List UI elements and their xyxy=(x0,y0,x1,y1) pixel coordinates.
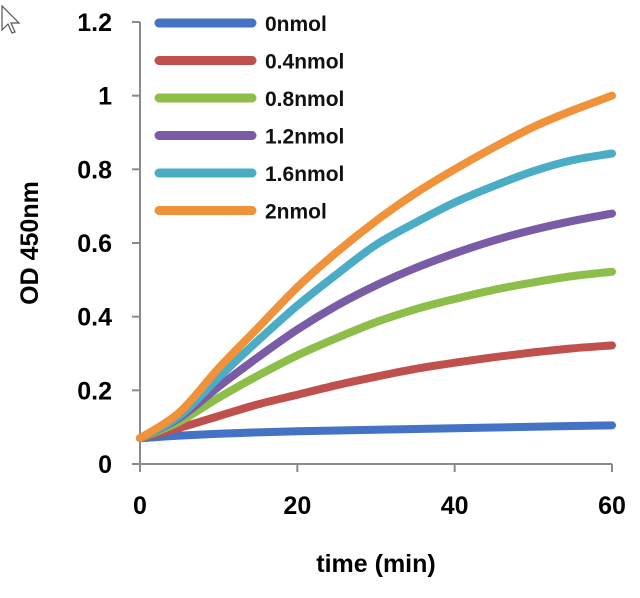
legend-label-5: 2nmol xyxy=(265,201,327,224)
x-ticks: 0 20 40 60 xyxy=(133,464,626,520)
series-line-3 xyxy=(136,209,616,443)
y-tick-label: 1 xyxy=(98,83,112,111)
y-ticks: 0 0.2 0.4 0.6 0.8 1 1.2 xyxy=(77,9,140,479)
legend-label-1: 0.4nmol xyxy=(265,51,344,74)
y-tick-label: 1.2 xyxy=(77,9,112,37)
mouse-cursor-icon xyxy=(1,4,21,34)
y-tick-label: 0.4 xyxy=(77,304,112,332)
legend-label-0: 0nmol xyxy=(265,13,327,36)
y-tick-label: 0.2 xyxy=(77,377,112,405)
series-line-0 xyxy=(136,421,616,443)
x-tick-label: 60 xyxy=(598,492,626,520)
y-tick-label: 0.8 xyxy=(77,156,112,184)
y-axis-title: OD 450nm xyxy=(16,181,44,305)
series-line-4 xyxy=(136,149,616,443)
x-axis-title: time (min) xyxy=(316,550,435,578)
y-tick-label: 0.6 xyxy=(77,230,112,258)
legend-label-4: 1.6nmol xyxy=(265,163,344,186)
series-line-2 xyxy=(136,267,616,443)
x-tick-label: 0 xyxy=(133,492,147,520)
series-lines xyxy=(136,91,616,443)
series-line-5 xyxy=(136,91,616,443)
legend: 0nmol 0.4nmol 0.8nmol 1.2nmol 1.6nmol 2nmol xyxy=(154,13,344,224)
x-tick-label: 20 xyxy=(283,492,311,520)
y-tick-label: 0 xyxy=(98,451,112,479)
legend-label-3: 1.2nmol xyxy=(265,126,344,149)
legend-label-2: 0.8nmol xyxy=(265,88,344,111)
x-tick-label: 40 xyxy=(441,492,469,520)
series-line-1 xyxy=(136,341,616,443)
